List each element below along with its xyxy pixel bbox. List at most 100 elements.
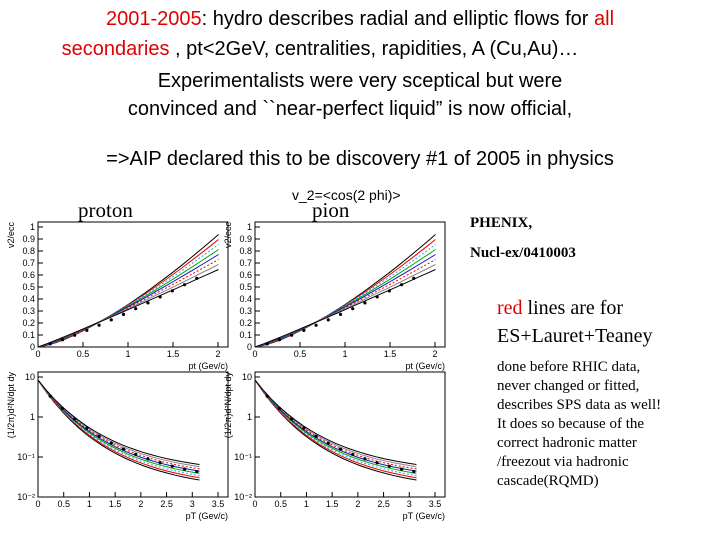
x-tick-label: 0 xyxy=(35,499,40,509)
y-tick-label: 0.7 xyxy=(239,258,252,268)
data-point xyxy=(326,441,330,445)
y-axis-label: (1/2π)d²N/dpt dy xyxy=(223,372,233,439)
model-curve xyxy=(254,379,417,477)
model-curve xyxy=(37,249,219,348)
note-line: It does so because of the xyxy=(497,416,645,432)
model-curve xyxy=(37,269,219,348)
data-point xyxy=(73,333,77,337)
y-tick-label: 0 xyxy=(30,342,35,352)
reference: PHENIX, xyxy=(470,215,533,231)
x-tick-label: 3.5 xyxy=(429,499,442,509)
y-tick-label: 10⁻² xyxy=(234,492,252,502)
y-tick-label: 1 xyxy=(247,412,252,422)
model-curve xyxy=(37,259,219,348)
x-axis-label: pt (Gev/c) xyxy=(188,361,228,371)
data-point xyxy=(97,323,101,327)
model-curve xyxy=(254,379,417,474)
model-curve xyxy=(37,379,200,481)
y-tick-label: 1 xyxy=(30,412,35,422)
note-line: never changed or fitted, xyxy=(497,378,640,394)
panel-label: proton xyxy=(78,198,133,222)
data-point xyxy=(121,312,126,316)
x-tick-label: 1.5 xyxy=(167,349,180,359)
model-curve xyxy=(254,259,436,348)
title-part: secondaries xyxy=(61,38,170,60)
x-tick-label: 3.5 xyxy=(212,499,225,509)
data-point xyxy=(265,342,269,346)
x-tick-label: 2 xyxy=(138,499,143,509)
data-point xyxy=(314,323,318,327)
title-part: all xyxy=(594,8,615,30)
model-curve xyxy=(254,239,436,348)
x-tick-label: 0 xyxy=(35,349,40,359)
model-curve xyxy=(37,379,200,472)
data-point xyxy=(351,307,355,311)
data-point xyxy=(412,470,416,474)
data-point xyxy=(375,295,379,299)
data-point xyxy=(158,461,162,465)
note-part: red xyxy=(497,297,523,319)
data-point xyxy=(399,467,404,471)
x-tick-label: 1 xyxy=(304,499,309,509)
y-tick-label: 0.3 xyxy=(22,306,35,316)
x-tick-label: 2 xyxy=(432,349,437,359)
x-axis-label: pT (Gev/c) xyxy=(403,511,445,521)
plot-frame xyxy=(254,221,446,348)
data-point xyxy=(326,318,330,322)
data-point xyxy=(375,461,379,465)
model-curve xyxy=(254,254,436,348)
y-tick-label: 0.7 xyxy=(22,258,35,268)
data-point xyxy=(109,441,113,445)
y-tick-label: 0.1 xyxy=(239,330,252,340)
plot-frame xyxy=(37,221,229,348)
data-point xyxy=(48,342,52,346)
model-curve xyxy=(254,249,436,348)
x-axis-label: pt (Gev/c) xyxy=(405,361,445,371)
y-axis-label: v2/ecc xyxy=(6,222,16,249)
data-point xyxy=(158,295,162,299)
y-tick-label: 0.5 xyxy=(239,282,252,292)
title-line: =>AIP declared this to be discovery #1 o… xyxy=(106,148,614,170)
note-line: /freezout via hadronic xyxy=(497,454,629,470)
v2-label: v_2=<cos(2 phi)> xyxy=(292,187,401,203)
plot: 0 0.5 1 1.5 200.10.20.30.40.50.60.70.80.91v2… xyxy=(6,221,229,371)
x-tick-label: 1 xyxy=(342,349,347,359)
title-part: , pt<2GeV, centralities, rapidities, A (… xyxy=(169,38,579,60)
y-tick-label: 1 xyxy=(30,222,35,232)
data-point xyxy=(290,417,294,421)
y-tick-label: 0.8 xyxy=(239,246,252,256)
y-tick-label: 10 xyxy=(242,372,252,382)
x-tick-label: 3 xyxy=(407,499,412,509)
model-curve xyxy=(37,239,219,348)
x-tick-label: 0 xyxy=(252,499,257,509)
model-curve xyxy=(37,379,200,465)
data-point xyxy=(48,394,52,398)
title-part: 2001-2005 xyxy=(105,8,202,30)
y-tick-label: 10⁻² xyxy=(17,492,35,502)
model-curve xyxy=(254,379,417,470)
plot: 0 0.5 1 1.5 2 2.5 3 3.5 10⁻² 10⁻¹ 1 10 (1/2π)d²N/dpt… xyxy=(6,371,229,521)
data-point xyxy=(290,333,294,337)
model-curve xyxy=(37,234,219,348)
model-curve xyxy=(254,379,417,468)
y-tick-label: 0.4 xyxy=(22,294,35,304)
x-axis-label: pT (Gev/c) xyxy=(186,511,228,521)
y-tick-label: 0.6 xyxy=(22,270,35,280)
note-line: cascade(RQMD) xyxy=(497,473,599,489)
data-point xyxy=(314,434,318,438)
y-tick-label: 0.3 xyxy=(239,306,252,316)
data-point xyxy=(170,289,174,293)
y-tick-label: 0.2 xyxy=(239,318,252,328)
title-line: secondaries , pt<2GeV, centralities, rap… xyxy=(0,38,680,61)
model-curve xyxy=(37,379,200,468)
panel-label: pion xyxy=(312,198,350,222)
plot-frame xyxy=(254,371,446,498)
data-point xyxy=(338,312,343,316)
x-tick-label: 0.5 xyxy=(77,349,90,359)
x-tick-label: 1.5 xyxy=(109,499,122,509)
title-line: Experimentalists were very sceptical but… xyxy=(157,70,563,92)
x-tick-label: 0.5 xyxy=(57,499,70,509)
x-tick-label: 1.5 xyxy=(326,499,339,509)
plot-frame xyxy=(37,371,229,498)
